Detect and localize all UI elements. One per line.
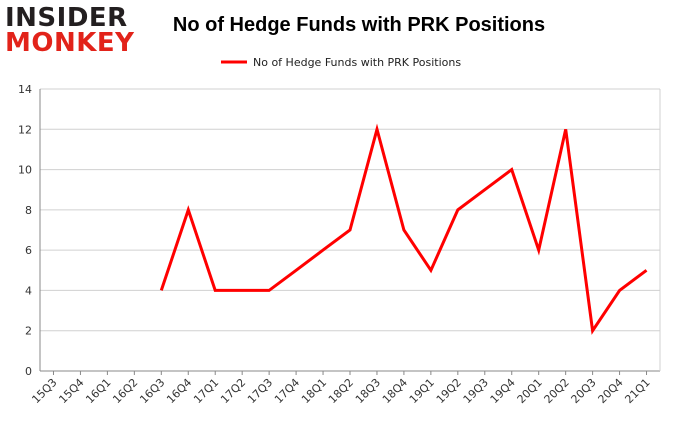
x-tick-label: 18Q2 bbox=[326, 376, 356, 406]
x-tick-label: 20Q4 bbox=[596, 376, 626, 406]
x-tick-label: 19Q2 bbox=[434, 376, 464, 406]
logo-line2: MONKEY bbox=[5, 28, 135, 58]
x-tick-label: 17Q1 bbox=[191, 376, 221, 406]
x-tick-label: 16Q2 bbox=[110, 376, 140, 406]
y-tick-label: 14 bbox=[18, 83, 32, 96]
chart-title: No of Hedge Funds with PRK Positions bbox=[172, 14, 546, 36]
x-tick-label: 15Q4 bbox=[56, 376, 86, 406]
y-tick-label: 2 bbox=[25, 325, 32, 338]
x-tick-label: 19Q4 bbox=[488, 376, 518, 406]
x-tick-label: 17Q3 bbox=[245, 376, 275, 406]
y-tick-label: 8 bbox=[25, 204, 32, 217]
legend-label: No of Hedge Funds with PRK Positions bbox=[253, 56, 461, 69]
logo-line1: INSIDER bbox=[5, 3, 128, 33]
x-tick-label: 16Q3 bbox=[137, 376, 167, 406]
x-tick-label: 17Q4 bbox=[272, 376, 302, 406]
x-tick-label: 18Q1 bbox=[299, 376, 329, 406]
x-tick-label: 18Q4 bbox=[380, 376, 410, 406]
x-tick-label: 15Q3 bbox=[29, 376, 59, 406]
x-tick-label: 19Q3 bbox=[461, 376, 491, 406]
x-tick-label: 16Q1 bbox=[83, 376, 113, 406]
insider-monkey-logo: INSIDER MONKEY bbox=[5, 3, 135, 59]
x-tick-label: 21Q1 bbox=[622, 376, 652, 406]
y-tick-label: 10 bbox=[18, 164, 32, 177]
x-tick-label: 20Q1 bbox=[515, 376, 545, 406]
x-tick-label: 19Q1 bbox=[407, 376, 437, 406]
x-tick-label: 20Q2 bbox=[542, 376, 572, 406]
x-tick-label: 18Q3 bbox=[353, 376, 383, 406]
y-tick-label: 6 bbox=[25, 244, 32, 257]
x-tick-label: 20Q3 bbox=[569, 376, 599, 406]
y-tick-label: 12 bbox=[18, 123, 32, 136]
y-tick-label: 0 bbox=[25, 365, 32, 378]
x-tick-label: 17Q2 bbox=[218, 376, 248, 406]
y-tick-label: 4 bbox=[25, 284, 32, 297]
x-tick-label: 16Q4 bbox=[164, 376, 194, 406]
